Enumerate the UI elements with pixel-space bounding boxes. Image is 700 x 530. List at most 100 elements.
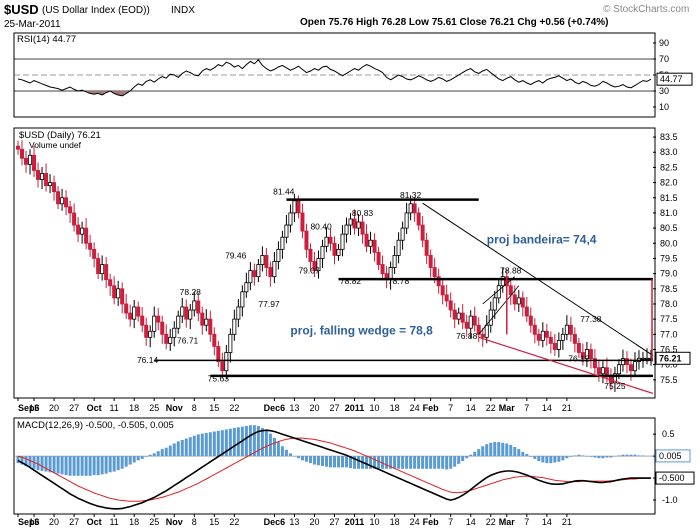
macd-histogram-bar [585,456,589,457]
candle-body [216,346,221,363]
candle-body [300,212,305,232]
candle-body [532,324,537,335]
candle-body [400,227,405,241]
candle-body [480,333,485,338]
candle-body [624,358,629,366]
rsi-title: RSI(14) 44.77 [17,34,76,45]
macd-histogram-bar [236,427,240,457]
candle-body [260,255,265,265]
candle-body [24,157,29,165]
macd-histogram-bar [537,456,541,462]
macd-histogram-bar [645,455,649,457]
macd-histogram-bar [296,456,300,459]
macd-histogram-bar [529,456,533,457]
rsi-tick-label: 30 [659,86,669,96]
candle-body [108,279,113,287]
macd-histogram-bar [136,456,140,461]
candle-body [28,154,33,165]
macd-histogram-bar [593,456,597,458]
x-axis-label: Oct [87,403,102,413]
x-axis-label-bottom: Feb [423,517,440,527]
candle-body [412,203,417,214]
x-axis-label-bottom: 14 [542,517,552,527]
macd-histogram-bar [545,456,549,464]
price-tick-label: 82.0 [660,178,678,188]
macd-histogram-bar [256,425,260,457]
candle-body [348,218,353,226]
macd-histogram-bar [220,430,224,457]
x-axis-label: Nov [166,403,183,413]
x-axis-label-bottom: Mar [499,517,516,527]
macd-histogram-bar [577,454,581,457]
macd-histogram-bar [288,453,292,457]
candle-body [288,212,293,226]
candle-body [560,333,565,341]
rsi-tick-label: 10 [659,102,669,112]
candle-body [404,212,409,229]
x-axis-label-bottom: 18 [390,517,400,527]
x-axis-label: 21 [562,403,572,413]
candle-body [132,306,137,320]
macd-histogram-bar [52,456,56,473]
macd-histogram-bar [425,456,429,469]
macd-histogram-bar [64,456,68,476]
candle-body [448,300,453,311]
x-axis-label-bottom: Sep6 [18,517,40,527]
candle-body [456,312,461,320]
macd-histogram-bar [260,428,264,457]
x-axis-label-bottom: 7 [448,517,453,527]
macd-histogram-bar [601,456,605,459]
macd-histogram-bar [413,456,417,469]
candle-body [632,361,637,372]
macd-histogram-bar [373,456,377,469]
candle-body [264,255,269,268]
macd-histogram-bar [377,456,381,469]
candle-body [296,200,301,214]
x-axis-label: 20 [309,403,319,413]
x-axis-label: 18 [129,403,139,413]
macd-histogram-bar [357,456,361,469]
macd-histogram-bar [248,425,252,457]
macd-histogram-bar [345,456,349,468]
macd-tick-label: 0.5 [662,429,675,439]
candle-body [352,218,357,229]
macd-histogram-bar [276,442,280,457]
macd-histogram-bar [152,453,156,457]
x-axis-label: Sep6 [18,403,40,413]
macd-histogram-bar [469,454,473,457]
candle-body [396,239,401,256]
macd-layer [14,425,655,510]
candle-body [256,264,261,278]
macd-histogram-bar [120,456,124,469]
macd-histogram-bar [264,430,268,457]
macd-histogram-bar [389,456,393,469]
candle-body [432,267,437,278]
price-annotation: 77.97 [258,299,280,309]
macd-histogram-bar [437,456,441,469]
price-annotation: 76.12 [568,354,590,364]
candle-body [284,224,289,238]
candle-body [36,170,41,180]
flag-channel-lower [478,285,520,335]
price-tick-label: 76.5 [660,344,678,354]
candle-body [380,264,385,275]
candle-body [460,312,465,323]
price-annotation: 77.38 [580,314,602,324]
macd-line [17,429,651,510]
macd-histogram-bar [461,456,465,462]
candle-body [324,236,329,247]
candle-body [436,276,441,287]
x-axis-label: Mar [499,403,516,413]
candle-body [224,352,229,372]
chart-date: 25-Mar-2011 [4,19,61,30]
price-annotation: 76.88 [456,331,478,341]
macd-histogram-bar [633,454,637,457]
candle-body [52,182,57,193]
macd-histogram-bar [445,456,449,470]
price-annotation: 81.32 [400,190,422,200]
candle-body [628,364,633,372]
macd-histogram-bar [421,456,425,469]
candle-body [168,336,173,344]
candle-body [116,288,121,299]
macd-histogram-bar [497,442,501,457]
